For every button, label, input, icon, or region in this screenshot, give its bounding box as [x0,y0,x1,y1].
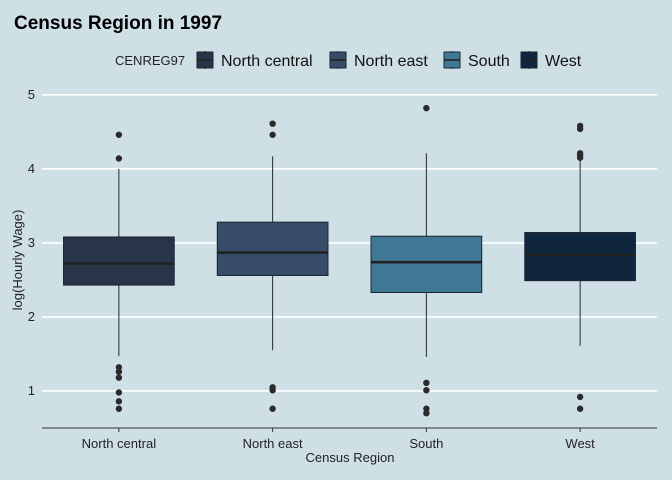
legend-title: CENREG97 [115,53,185,68]
x-tick-label: North central [82,436,157,451]
y-tick-label: 1 [28,383,35,398]
outlier-point [269,131,276,138]
legend-label: South [468,53,510,70]
outlier-point [269,387,276,394]
outlier-point [115,405,123,412]
x-tick-label: South [409,436,443,451]
outlier-point [269,405,276,412]
outlier-point [115,155,123,162]
outlier-point [423,379,430,387]
box-north-east [216,120,329,412]
outlier-point [115,364,123,371]
y-tick-label: 5 [28,87,35,102]
y-tick-label: 2 [28,309,35,324]
outlier-point [576,125,584,133]
outlier-point [115,368,123,375]
outlier-point [576,405,584,412]
y-axis-title: log(Hourly Wage) [10,210,25,311]
x-tick-label: North east [243,436,303,451]
outlier-point [423,387,430,394]
outlier-point [576,154,584,161]
outlier-point [269,120,276,127]
legend-label: North east [354,53,428,70]
box-iqr [216,221,329,276]
outlier-point [115,389,123,396]
box-south [370,104,483,417]
y-tick-label: 4 [28,161,35,176]
boxes [63,104,636,417]
x-axis-title: Census Region [306,450,395,465]
y-axis: 1 2 3 4 5 [28,87,35,398]
legend-label: North central [221,53,313,70]
box-west [524,122,636,412]
outlier-point [115,131,123,138]
chart-title: Census Region in 1997 [14,13,222,34]
box-iqr [524,232,636,282]
x-tick-label: West [565,436,595,451]
outlier-point [423,104,430,112]
legend-entry: West [520,51,582,70]
legend-entry: North central [196,51,313,70]
y-tick-label: 3 [28,235,35,250]
outlier-point [115,398,123,405]
legend-entry: South [443,51,510,70]
box-iqr [370,235,483,294]
legend-label: West [545,53,582,70]
legend-entry: North east [329,51,428,70]
outlier-point [576,393,584,401]
box-north-central [63,131,175,412]
x-axis: North central North east South West [42,427,657,451]
outlier-point [423,409,430,417]
box-iqr [63,236,175,286]
outlier-point [115,374,123,381]
legend: CENREG97 North central North east South Wes… [115,51,582,70]
outlier-point [423,405,430,412]
